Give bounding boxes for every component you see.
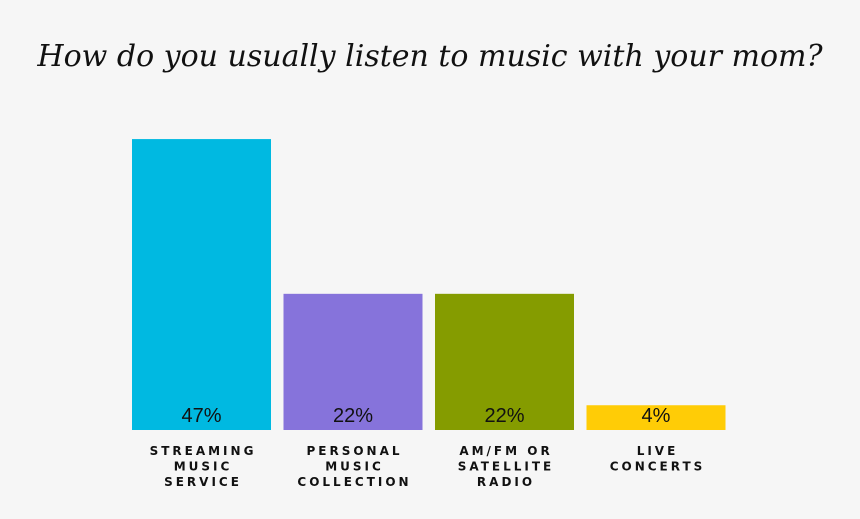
value-label: 47% xyxy=(181,405,221,427)
value-label: 22% xyxy=(333,405,373,427)
bar xyxy=(132,139,271,430)
x-tick-label: LIVE CONCERTS xyxy=(610,444,706,474)
bar xyxy=(435,293,574,430)
x-tick-label: STREAMING MUSIC SERVICE xyxy=(150,444,257,489)
x-tick-label: PERSONAL MUSIC COLLECTION xyxy=(297,444,411,489)
value-label: 22% xyxy=(484,405,524,427)
value-label: 4% xyxy=(642,405,671,427)
bar xyxy=(586,405,726,430)
x-tick-label: AM/FM OR SATELLITE RADIO xyxy=(458,444,555,489)
bar xyxy=(283,293,423,430)
chart-title: How do you usually listen to music with … xyxy=(36,39,823,74)
